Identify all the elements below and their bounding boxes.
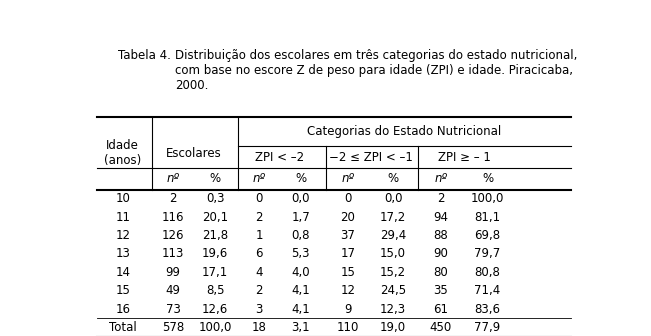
Text: 61: 61 xyxy=(433,302,448,316)
Text: 18: 18 xyxy=(251,321,266,334)
Text: 578: 578 xyxy=(162,321,184,334)
Text: 29,4: 29,4 xyxy=(380,229,406,242)
Text: 2: 2 xyxy=(255,211,263,224)
Text: Idade
(anos): Idade (anos) xyxy=(104,139,141,167)
Text: 0: 0 xyxy=(344,192,352,205)
Text: 0,3: 0,3 xyxy=(206,192,225,205)
Text: %: % xyxy=(387,172,398,185)
Text: 2: 2 xyxy=(255,284,263,297)
Text: 0,8: 0,8 xyxy=(292,229,310,242)
Text: 8,5: 8,5 xyxy=(206,284,225,297)
Text: 1: 1 xyxy=(255,229,263,242)
Text: 20: 20 xyxy=(340,211,355,224)
Text: Tabela 4.: Tabela 4. xyxy=(118,49,171,62)
Text: 16: 16 xyxy=(115,302,130,316)
Text: 13: 13 xyxy=(115,247,130,260)
Text: 77,9: 77,9 xyxy=(475,321,501,334)
Text: nº: nº xyxy=(434,172,447,185)
Text: 450: 450 xyxy=(430,321,452,334)
Text: 14: 14 xyxy=(115,266,130,279)
Text: 17,1: 17,1 xyxy=(202,266,229,279)
Text: 4: 4 xyxy=(255,266,263,279)
Text: 100,0: 100,0 xyxy=(471,192,505,205)
Text: 4,0: 4,0 xyxy=(292,266,310,279)
Text: Total: Total xyxy=(109,321,137,334)
Text: %: % xyxy=(210,172,221,185)
Text: 79,7: 79,7 xyxy=(475,247,501,260)
Text: 0,0: 0,0 xyxy=(384,192,402,205)
Text: 4,1: 4,1 xyxy=(292,302,311,316)
Text: 15,0: 15,0 xyxy=(380,247,406,260)
Text: 2: 2 xyxy=(437,192,445,205)
Text: 94: 94 xyxy=(433,211,448,224)
Text: 19,0: 19,0 xyxy=(380,321,406,334)
Text: 17,2: 17,2 xyxy=(380,211,406,224)
Text: 83,6: 83,6 xyxy=(475,302,501,316)
Text: %: % xyxy=(296,172,307,185)
Text: 90: 90 xyxy=(433,247,448,260)
Text: −2 ≤ ZPI < –1: −2 ≤ ZPI < –1 xyxy=(329,151,412,164)
Text: 126: 126 xyxy=(162,229,184,242)
Text: 5,3: 5,3 xyxy=(292,247,310,260)
Text: 73: 73 xyxy=(166,302,180,316)
Text: 20,1: 20,1 xyxy=(202,211,228,224)
Text: 21,8: 21,8 xyxy=(202,229,228,242)
Text: 9: 9 xyxy=(344,302,352,316)
Text: 12: 12 xyxy=(340,284,355,297)
Text: ZPI ≥ – 1: ZPI ≥ – 1 xyxy=(437,151,490,164)
Text: %: % xyxy=(482,172,493,185)
Text: Distribuição dos escolares em três categorias do estado nutricional,
com base no: Distribuição dos escolares em três categ… xyxy=(174,49,577,92)
Text: 80,8: 80,8 xyxy=(475,266,501,279)
Text: 24,5: 24,5 xyxy=(380,284,406,297)
Text: 12,3: 12,3 xyxy=(380,302,406,316)
Text: 15,2: 15,2 xyxy=(380,266,406,279)
Text: 4,1: 4,1 xyxy=(292,284,311,297)
Text: 11: 11 xyxy=(115,211,130,224)
Text: 0,0: 0,0 xyxy=(292,192,310,205)
Text: 49: 49 xyxy=(166,284,181,297)
Text: 15: 15 xyxy=(115,284,130,297)
Text: 3: 3 xyxy=(255,302,262,316)
Text: ZPI < –2: ZPI < –2 xyxy=(255,151,305,164)
Text: 6: 6 xyxy=(255,247,263,260)
Text: 12: 12 xyxy=(115,229,130,242)
Text: nº: nº xyxy=(167,172,180,185)
Text: 99: 99 xyxy=(166,266,181,279)
Text: 69,8: 69,8 xyxy=(475,229,501,242)
Text: 81,1: 81,1 xyxy=(475,211,501,224)
Text: 3,1: 3,1 xyxy=(292,321,310,334)
Text: 0: 0 xyxy=(255,192,262,205)
Text: 100,0: 100,0 xyxy=(199,321,232,334)
Text: nº: nº xyxy=(341,172,354,185)
Text: Escolares: Escolares xyxy=(166,146,222,160)
Text: 37: 37 xyxy=(340,229,355,242)
Text: 19,6: 19,6 xyxy=(202,247,229,260)
Text: 17: 17 xyxy=(340,247,355,260)
Text: 88: 88 xyxy=(433,229,448,242)
Text: 15: 15 xyxy=(340,266,355,279)
Text: 110: 110 xyxy=(337,321,359,334)
Text: nº: nº xyxy=(253,172,266,185)
Text: 116: 116 xyxy=(162,211,184,224)
Text: 12,6: 12,6 xyxy=(202,302,229,316)
Text: 35: 35 xyxy=(433,284,448,297)
Text: 80: 80 xyxy=(433,266,448,279)
Text: 1,7: 1,7 xyxy=(292,211,311,224)
Text: 10: 10 xyxy=(115,192,130,205)
Text: Categorias do Estado Nutricional: Categorias do Estado Nutricional xyxy=(307,125,501,138)
Text: 113: 113 xyxy=(162,247,184,260)
Text: 2: 2 xyxy=(169,192,177,205)
Text: 71,4: 71,4 xyxy=(475,284,501,297)
